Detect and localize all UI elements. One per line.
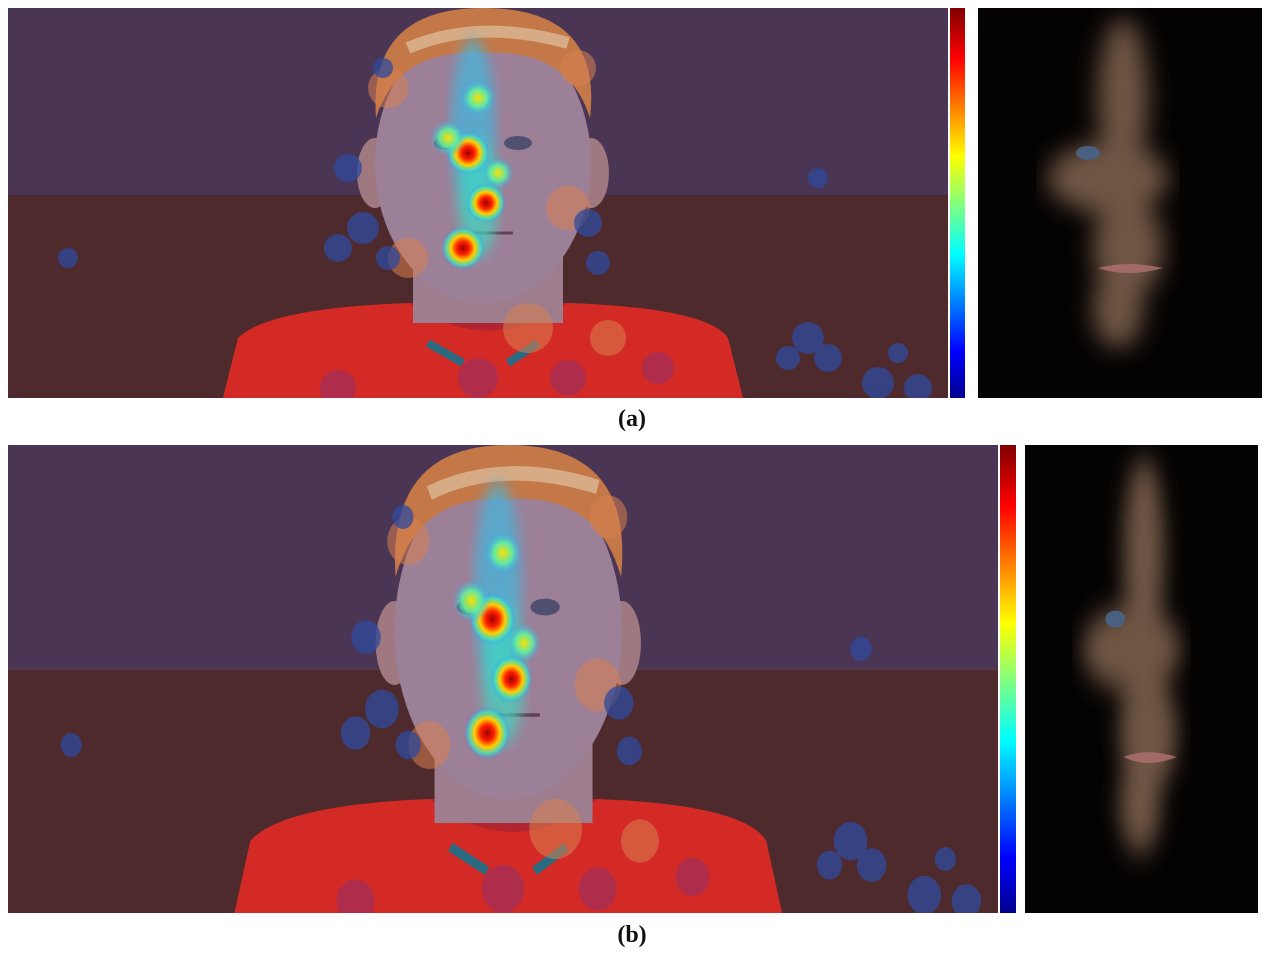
masked-face-image: [978, 8, 1262, 398]
heatmap-image: [8, 8, 948, 406]
panel-label: (b): [617, 922, 646, 948]
masked-face-image: [1025, 445, 1258, 913]
panel-a: (a): [8, 8, 1262, 432]
figure: (a) (b): [0, 0, 1267, 952]
heatmap-image: [8, 445, 998, 923]
colorbar: [1000, 445, 1016, 913]
panel-b: (b): [8, 445, 1258, 948]
colorbar: [950, 8, 965, 398]
panel-label: (a): [618, 406, 646, 432]
